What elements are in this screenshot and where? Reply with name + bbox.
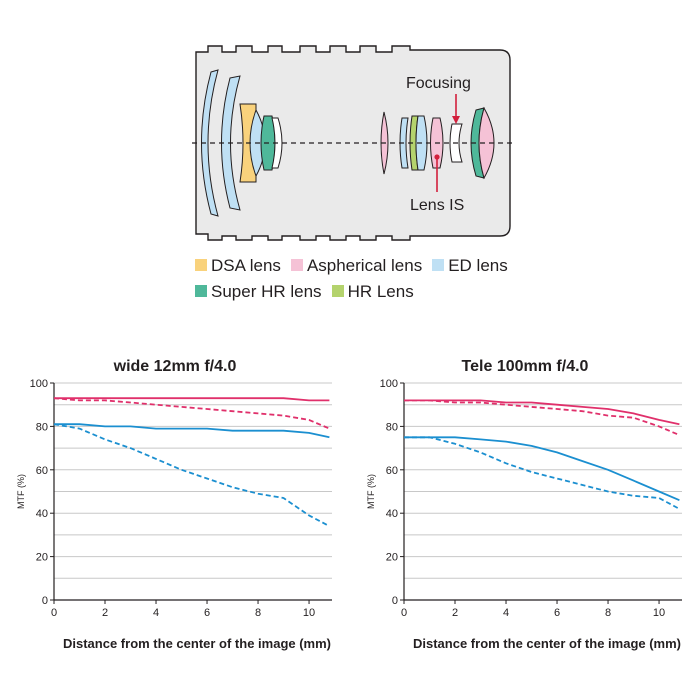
y-tick-label: 0: [392, 595, 398, 607]
series-line-1: [54, 397, 330, 402]
chart-title: wide 12mm f/4.0: [113, 358, 237, 375]
lens-is-label: Lens IS: [410, 197, 464, 214]
lens-is-dot: [434, 154, 440, 160]
y-axis-label: MTF (%): [16, 474, 26, 509]
y-tick-label: 80: [36, 421, 48, 433]
series-line-3: [54, 423, 330, 439]
series-line-2: [53, 397, 330, 430]
legend-row-2: Super HR lens HR Lens: [195, 278, 555, 304]
x-tick-label: 0: [401, 607, 407, 619]
legend-swatch-aspherical: [290, 259, 303, 271]
lens-type-legend: DSA lens Aspherical lens ED lens Super H…: [195, 252, 555, 304]
legend-label-dsa: DSA lens: [211, 255, 281, 275]
legend-item-aspherical: Aspherical lens: [290, 255, 423, 275]
focusing-arrowhead: [452, 116, 460, 124]
series-line-1: [404, 399, 680, 426]
series-line-3: [404, 436, 680, 502]
chart-title: Tele 100mm f/4.0: [461, 358, 589, 375]
y-tick-label: 20: [386, 552, 398, 564]
y-tick-label: 80: [386, 421, 398, 433]
x-axis-label: Distance from the center of the image (m…: [63, 636, 331, 651]
legend-swatch-ed: [432, 259, 445, 271]
legend-item-ed: ED lens: [432, 257, 508, 274]
series-line-4: [53, 423, 330, 527]
mtf-chart-wide-plot: 0 20 40 60 80 100 0 2 4 6 8 10 Distance from the cen…: [16, 378, 332, 651]
y-tick-label: 60: [386, 465, 398, 477]
legend-item-super-hr: Super HR lens: [195, 283, 322, 300]
legend-swatch-hr: [331, 285, 344, 297]
legend-swatch-dsa: [195, 259, 207, 271]
x-tick-label: 6: [204, 607, 210, 619]
y-tick-label: 100: [380, 378, 398, 390]
lens-construction-diagram: Focusing Lens IS: [192, 45, 512, 241]
y-tick-label: 20: [36, 552, 48, 564]
focusing-label: Focusing: [406, 75, 471, 92]
lens-element-1: [201, 69, 219, 217]
lens-element-2: [221, 75, 241, 211]
legend-item-dsa: DSA lens: [195, 257, 281, 274]
x-tick-label: 10: [303, 607, 315, 619]
x-tick-label: 2: [102, 607, 108, 619]
legend-item-hr: HR Lens: [331, 281, 414, 301]
x-tick-label: 4: [503, 607, 509, 619]
legend-row-1: DSA lens Aspherical lens ED lens: [195, 252, 555, 278]
x-tick-label: 0: [51, 607, 57, 619]
y-tick-label: 60: [36, 465, 48, 477]
mtf-chart-tele-plot: 0 20 40 60 80 100 0 2 4 6 8 10 Distance from the cen…: [366, 378, 682, 651]
series-line-2: [404, 399, 680, 436]
x-tick-label: 4: [153, 607, 159, 619]
x-tick-label: 6: [554, 607, 560, 619]
legend-label-aspherical: Aspherical lens: [306, 255, 423, 275]
series-line-4: [404, 436, 680, 510]
legend-label-ed: ED lens: [448, 255, 508, 275]
mtf-chart-tele: Tele 100mm f/4.0 0 20 40 60 80 100 0 2 4 6 8 10 Dist…: [350, 352, 700, 682]
mtf-chart-wide: wide 12mm f/4.0 0 20 40 60 80 100 0 2 4 6 8 10 Dista…: [0, 352, 350, 682]
legend-swatch-super-hr: [195, 285, 207, 297]
x-tick-label: 8: [255, 607, 261, 619]
y-tick-label: 40: [386, 508, 398, 520]
lens-barrel-outline: [195, 45, 511, 241]
y-tick-label: 100: [30, 378, 48, 390]
legend-label-super-hr: Super HR lens: [211, 281, 322, 301]
y-tick-label: 40: [36, 508, 48, 520]
x-axis-label: Distance from the center of the image (m…: [413, 636, 681, 651]
y-tick-label: 0: [42, 595, 48, 607]
legend-label-hr: HR Lens: [347, 281, 414, 301]
lens-element-asph-3: [478, 106, 495, 180]
x-tick-label: 2: [452, 607, 458, 619]
x-tick-label: 8: [605, 607, 611, 619]
x-tick-label: 10: [653, 607, 665, 619]
y-axis-label: MTF (%): [366, 474, 376, 509]
